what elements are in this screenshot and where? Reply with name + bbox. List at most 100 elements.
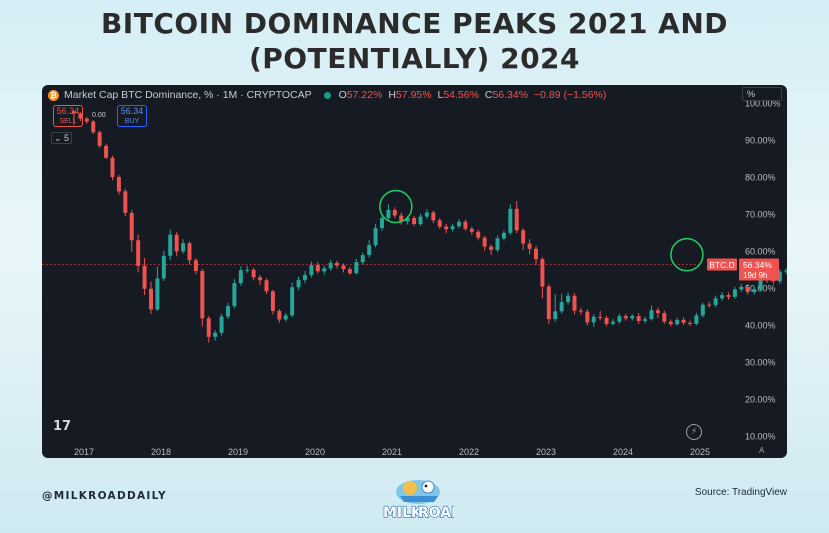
candle-body	[758, 276, 763, 290]
candle-body	[546, 286, 551, 320]
candle-body	[116, 177, 121, 192]
candle-body	[771, 280, 776, 282]
candle-body	[623, 316, 628, 319]
candle-body	[405, 218, 410, 222]
candle-body	[315, 265, 320, 272]
candle-body	[598, 316, 603, 318]
y-tick-label: 100.00%	[745, 99, 781, 109]
candle-body	[322, 268, 327, 272]
candle-body	[617, 316, 622, 322]
auto-scale-button[interactable]: A	[759, 446, 765, 455]
candle-body	[514, 208, 519, 231]
candle-body	[270, 291, 275, 311]
candle-body	[226, 306, 230, 317]
candle-body	[700, 304, 705, 316]
candle-body	[662, 313, 667, 322]
candle-body	[572, 295, 577, 311]
candle-body	[457, 221, 461, 227]
candle-body	[527, 243, 532, 249]
candle-body	[553, 311, 558, 320]
candle-body	[335, 262, 340, 266]
candle-body	[752, 289, 757, 293]
x-tick-label: 2020	[305, 447, 325, 457]
candle-body	[277, 310, 282, 320]
candle-body	[412, 218, 417, 224]
candle-body	[643, 319, 648, 321]
sell-price: 56.34	[56, 106, 80, 116]
candle-body	[591, 316, 596, 323]
candle-body	[296, 279, 301, 288]
candle-body	[110, 157, 115, 177]
sell-button[interactable]: 56.34 SELL	[53, 105, 83, 127]
chart-panel[interactable]: 100.00%90.00%80.00%70.00%60.00%50.00%40.…	[42, 85, 787, 458]
candle-body	[694, 315, 699, 324]
logo-text-milk: MILK	[383, 505, 423, 521]
candle-body	[424, 212, 429, 217]
candle-body	[84, 118, 89, 122]
candle-body	[232, 283, 237, 307]
scale-mode-button[interactable]: %	[742, 87, 782, 101]
sell-label: SELL	[59, 118, 77, 125]
y-tick-label: 60.00%	[745, 247, 776, 257]
candle-body	[219, 316, 224, 333]
peak-2021-circle	[379, 189, 413, 224]
candle-body	[136, 240, 141, 266]
candle-body	[636, 316, 641, 321]
y-tick-label: 10.00%	[745, 432, 776, 442]
candle-body	[347, 269, 352, 274]
y-tick-label: 70.00%	[745, 210, 776, 220]
social-handle: @MILKROADDAILY	[42, 490, 167, 502]
candle-body	[251, 269, 256, 278]
candle-body	[155, 278, 160, 310]
candle-body	[476, 231, 481, 238]
buy-label: BUY	[124, 118, 140, 125]
y-tick-label: 80.00%	[745, 173, 776, 183]
x-tick-label: 2019	[228, 447, 248, 457]
price-tag-countdown: 19d 9h	[743, 271, 767, 280]
page-title: BITCOIN DOMINANCE PEAKS 2021 AND (POTENT…	[0, 6, 829, 76]
tradingview-logo-icon[interactable]: 17	[53, 419, 72, 434]
candle-body	[521, 230, 526, 244]
source-credit: Source: TradingView	[694, 487, 787, 498]
market-status-dot-icon	[323, 91, 331, 99]
candle-body	[78, 113, 83, 119]
candle-body	[181, 243, 186, 252]
candle-body	[688, 322, 692, 324]
candle-body	[91, 121, 96, 133]
candle-body	[206, 318, 211, 337]
buy-button[interactable]: 56.34 BUY	[117, 105, 147, 127]
candle-body	[380, 218, 384, 229]
candle-body	[720, 295, 725, 299]
candle-body	[726, 295, 731, 297]
x-tick-label: 2021	[382, 447, 402, 457]
candle-body	[578, 310, 583, 312]
candle-body	[392, 209, 397, 216]
peak-2024-circle	[670, 237, 704, 272]
bitcoin-icon: ₿	[48, 89, 59, 101]
candle-body	[213, 332, 218, 337]
candle-body	[450, 226, 455, 230]
candle-body	[745, 286, 750, 293]
candle-body	[508, 208, 513, 233]
candlestick-chart[interactable]: 100.00%90.00%80.00%70.00%60.00%50.00%40.…	[42, 85, 787, 458]
candle-body	[482, 237, 487, 247]
candle-body	[283, 315, 288, 320]
candle-body	[303, 275, 307, 280]
candle-body	[245, 269, 250, 271]
candle-body	[97, 132, 102, 146]
candle-body	[431, 212, 436, 221]
candle-body	[418, 216, 423, 224]
candle-body	[168, 234, 173, 256]
symbol-title[interactable]: Market Cap BTC Dominance, % · 1M · CRYPT…	[64, 89, 312, 101]
y-tick-label: 40.00%	[745, 321, 776, 331]
candle-body	[354, 262, 359, 274]
candle-body	[258, 277, 263, 281]
candle-body	[681, 319, 686, 323]
candle-body	[104, 145, 109, 158]
title-line-2: (POTENTIALLY) 2024	[248, 42, 581, 75]
candle-body	[489, 246, 494, 250]
lightning-icon[interactable]: ⚡	[686, 424, 702, 440]
collapse-indicators-button[interactable]: ⌄ 5	[51, 132, 72, 144]
candle-body	[444, 226, 449, 230]
buy-price: 56.34	[120, 106, 144, 116]
